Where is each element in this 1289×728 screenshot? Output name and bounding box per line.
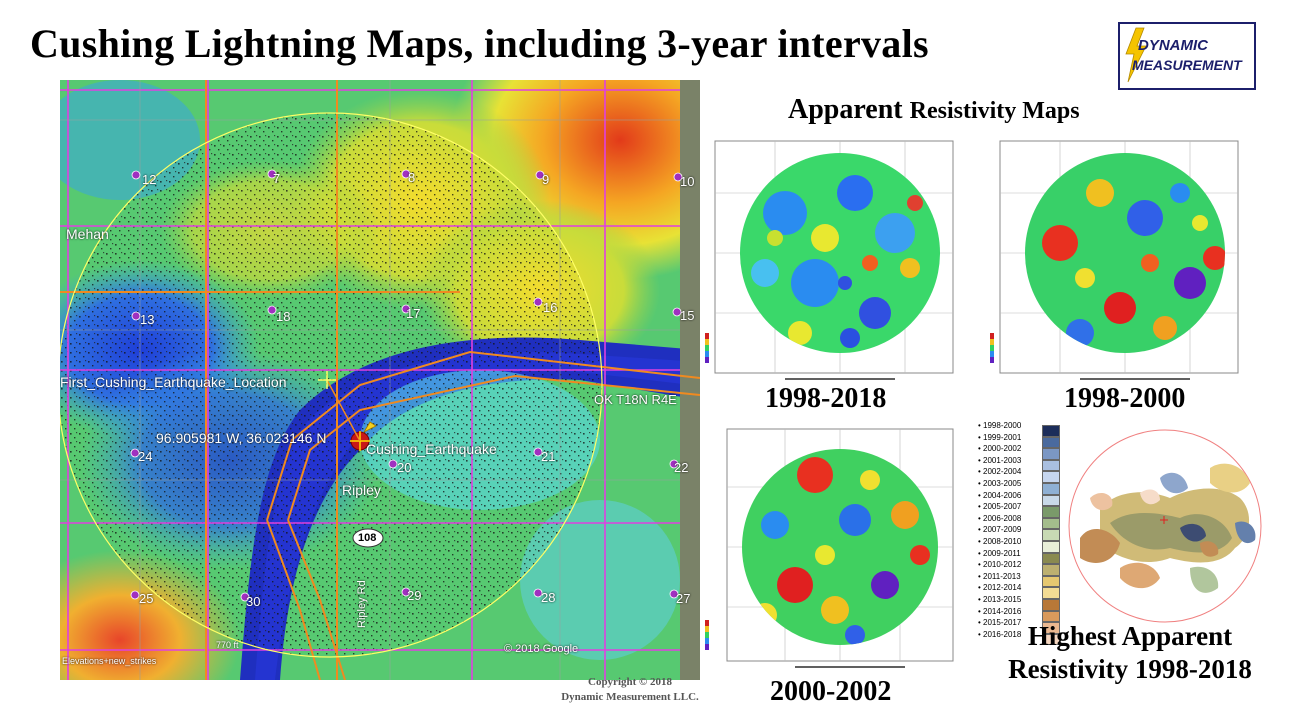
first-quake-label[interactable]: First_Cushing_Earthquake_Location <box>60 374 287 390</box>
legend-item: • 2015-2017 <box>978 618 1022 628</box>
section-label: 13 <box>140 312 155 327</box>
legend-swatch <box>1042 448 1060 460</box>
highest-line2: Resistivity 1998-2018 <box>1008 654 1252 684</box>
section-label: 18 <box>276 309 291 324</box>
google-attribution: © 2018 Google <box>504 643 579 655</box>
legend-swatches <box>1042 425 1060 646</box>
section-label: 28 <box>541 590 556 605</box>
legend-item: • 2010-2012 <box>978 560 1022 570</box>
resistivity-map-1998-2000[interactable] <box>990 133 1248 383</box>
section-label: 16 <box>543 300 558 315</box>
legend-item: • 2001-2003 <box>978 455 1022 465</box>
resistivity-map-2000-2002[interactable] <box>705 425 963 675</box>
legend-swatch <box>1042 459 1060 472</box>
legend-swatch <box>1042 633 1060 646</box>
legend-item: • 2000-2002 <box>978 444 1022 454</box>
coordinates-label: 96.905981 W, 36.023146 N <box>156 430 327 446</box>
legend-swatch <box>1042 471 1060 483</box>
legend-swatch <box>1042 506 1060 518</box>
legend-swatch <box>1042 552 1060 565</box>
year-label-1998-2000: 1998-2000 <box>1064 383 1186 414</box>
legend-swatch <box>1042 564 1060 576</box>
subtitle-part1: Apparent <box>788 94 903 125</box>
logo-line2: MEASUREMENT <box>1132 57 1242 73</box>
legend-item: • 2002-2004 <box>978 467 1022 477</box>
highest-resistivity-caption: Highest Apparent Resistivity 1998-2018 <box>970 620 1289 686</box>
section-label: 9 <box>542 172 550 187</box>
year-label-2000-2002: 2000-2002 <box>770 676 892 707</box>
interval-legend: • 1998-2000 • 1999-2001 • 2000-2002 • 20… <box>978 420 1021 640</box>
town-label-mehan: Mehan <box>66 226 109 242</box>
highest-line1: Highest Apparent <box>1027 621 1233 651</box>
section-label: 21 <box>541 449 556 464</box>
highest-resistivity-composite[interactable] <box>1060 428 1270 628</box>
town-label-ripley: Ripley <box>342 482 381 498</box>
highway-shield-label: 108 <box>358 532 377 544</box>
section-label: 22 <box>674 460 689 475</box>
legend-swatch <box>1042 494 1060 507</box>
page-title: Cushing Lightning Maps, including 3-year… <box>30 21 929 66</box>
legend-swatch <box>1042 598 1060 611</box>
road-label: Ripley Rd <box>356 580 368 628</box>
copyright-line1: Copyright © 2018 <box>588 676 672 688</box>
legend-swatch <box>1042 517 1060 530</box>
legend-item: • 2012-2014 <box>978 583 1022 593</box>
legend-item: • 2003-2005 <box>978 478 1022 488</box>
section-label: 25 <box>139 591 154 606</box>
legend-swatch <box>1042 482 1060 495</box>
section-label: 7 <box>273 171 281 186</box>
legend-swatch <box>1042 425 1060 437</box>
section-label: 17 <box>406 306 421 321</box>
legend-item: • 2004-2006 <box>978 490 1022 500</box>
legend-swatch <box>1042 575 1060 588</box>
legend-swatch <box>1042 540 1060 553</box>
legend-swatch <box>1042 436 1060 449</box>
elevation-label: 770 ft <box>216 640 239 650</box>
copyright-notice: Copyright © 2018 Dynamic Measurement LLC… <box>555 675 705 705</box>
legend-item: • 2007-2009 <box>978 525 1022 535</box>
layer-label: Elevations+new_strikes <box>62 656 157 666</box>
legend-swatch <box>1042 529 1060 541</box>
legend-swatch <box>1042 587 1060 599</box>
legend-item: • 1999-2001 <box>978 432 1022 442</box>
legend-item: • 2008-2010 <box>978 536 1022 546</box>
dynamic-measurement-logo: DYNAMIC MEASUREMENT <box>1118 22 1256 90</box>
section-label: 8 <box>408 170 416 185</box>
section-label: 10 <box>680 174 695 189</box>
legend-swatch <box>1042 622 1060 634</box>
township-label: OK T18N R4E <box>594 392 677 407</box>
section-label: 24 <box>138 449 153 464</box>
lightning-bolt-icon <box>1125 27 1147 83</box>
resistivity-map-1998-2018[interactable] <box>705 133 963 383</box>
resistivity-subtitle: Apparent Resistivity Maps <box>788 94 1080 126</box>
section-label: 12 <box>142 172 157 187</box>
subtitle-part2: Resistivity Maps <box>909 98 1080 124</box>
legend-swatch <box>1042 610 1060 623</box>
section-label: 15 <box>680 308 695 323</box>
year-label-1998-2018: 1998-2018 <box>765 383 887 414</box>
legend-item: • 2014-2016 <box>978 606 1022 616</box>
legend-item: • 2009-2011 <box>978 548 1021 558</box>
legend-item: • 2011-2013 <box>978 571 1021 581</box>
legend-item: • 2005-2007 <box>978 502 1022 512</box>
section-label: 29 <box>407 588 422 603</box>
copyright-line2: Dynamic Measurement LLC. <box>561 691 699 703</box>
legend-item: • 1998-2000 <box>978 421 1022 430</box>
section-label: 30 <box>246 594 261 609</box>
logo-line1: DYNAMIC <box>1138 37 1208 54</box>
legend-item: • 2016-2018 <box>978 629 1022 639</box>
cushing-quake-label[interactable]: Cushing_Earthquake <box>366 441 497 457</box>
lightning-map[interactable]: 12 7 8 9 10 13 18 17 16 15 24 20 21 22 2… <box>60 80 700 680</box>
section-label: 27 <box>676 591 691 606</box>
legend-item: • 2013-2015 <box>978 594 1022 604</box>
legend-item: • 2006-2008 <box>978 513 1022 523</box>
section-label: 20 <box>397 460 412 475</box>
